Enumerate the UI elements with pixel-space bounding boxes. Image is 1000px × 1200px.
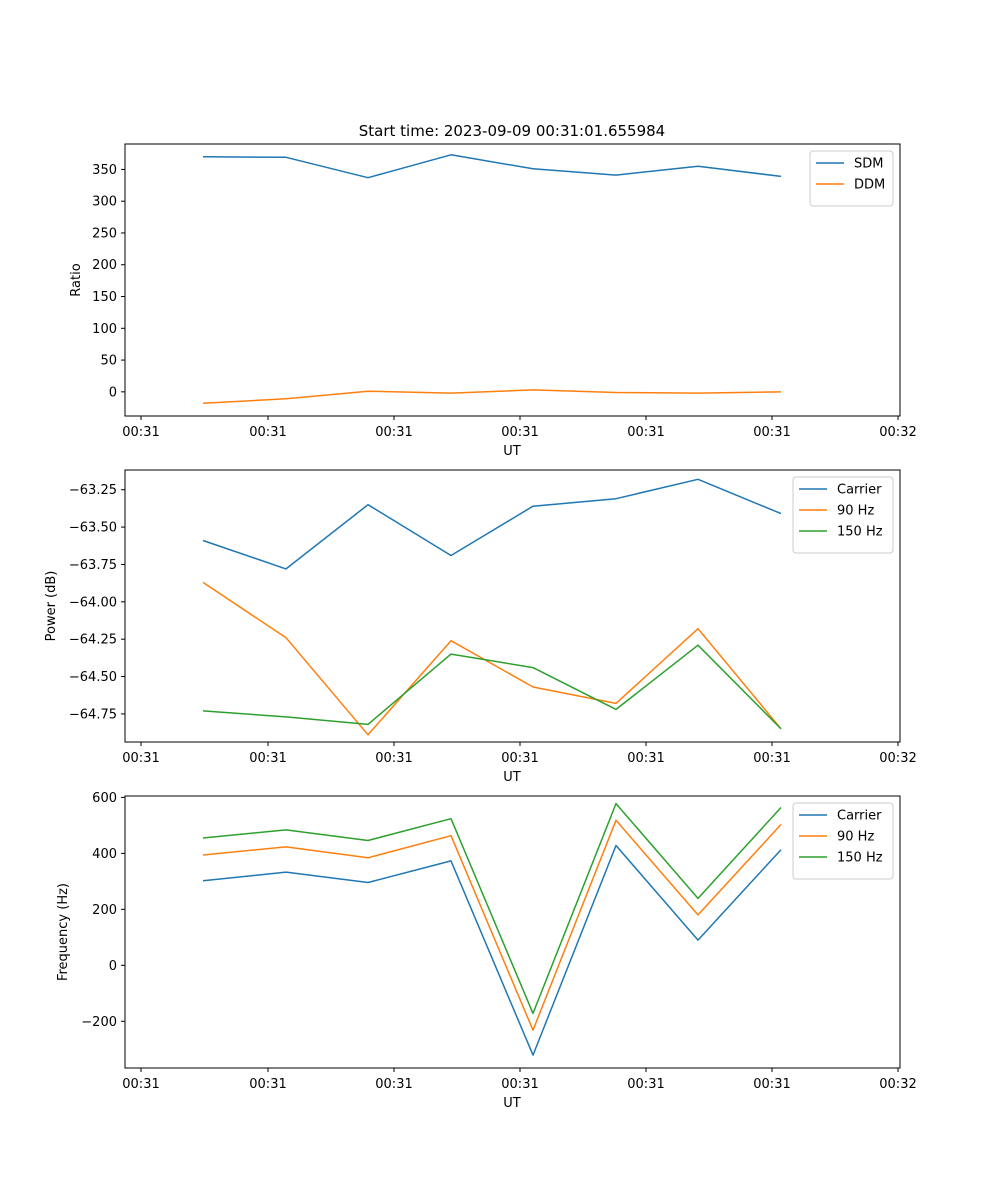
y-tick-label: 400 [92, 847, 117, 862]
y-tick-label: −63.25 [69, 483, 117, 498]
x-tick-label: 00:32 [879, 1077, 916, 1092]
x-tick-label: 00:31 [122, 1077, 159, 1092]
legend-box [792, 476, 894, 554]
y-tick-label: −63.75 [69, 558, 117, 573]
y-axis-label: Frequency (Hz) [56, 883, 71, 981]
legend-label: 90 Hz [837, 830, 874, 845]
x-tick-label: 00:31 [501, 425, 538, 440]
y-axis-label: Ratio [69, 263, 84, 296]
x-tick-label: 00:31 [249, 1077, 286, 1092]
legend-label: 150 Hz [837, 851, 883, 866]
x-tick-label: 00:31 [375, 425, 412, 440]
plot-frame [124, 143, 901, 417]
legend-box [809, 150, 894, 207]
y-tick-label: 0 [109, 385, 117, 400]
series-line-90-hz [202, 581, 782, 736]
y-tick-label: −200 [81, 1015, 117, 1030]
y-axis-label: Power (dB) [44, 571, 59, 642]
y-tick-label: −64.75 [69, 707, 117, 722]
y-tick-label: 200 [92, 903, 117, 918]
series-line-sdm [202, 154, 782, 179]
y-tick-label: 300 [92, 195, 117, 210]
x-tick-label: 00:31 [627, 1077, 664, 1092]
x-tick-label: 00:31 [753, 425, 790, 440]
x-axis-label: UT [503, 444, 521, 459]
x-tick-label: 00:31 [627, 751, 664, 766]
y-tick-label: −63.50 [69, 521, 117, 536]
x-tick-label: 00:31 [375, 751, 412, 766]
legend-label: DDM [854, 178, 885, 193]
x-tick-label: 00:31 [501, 751, 538, 766]
x-tick-label: 00:31 [249, 751, 286, 766]
legend-label: 90 Hz [837, 504, 874, 519]
x-axis-label: UT [503, 770, 521, 785]
x-tick-label: 00:31 [753, 1077, 790, 1092]
chart-panel-3: 00:31 00:31 00:31 00:31 00:31 00:31 00:32 −200 0… [56, 791, 917, 1111]
series-line-carrier [202, 844, 782, 1056]
x-axis-label: UT [503, 1096, 521, 1111]
y-tick-label: 200 [92, 258, 117, 273]
plot-frame [124, 469, 901, 743]
chart-panel-1: 00:31 00:31 00:31 00:31 00:31 00:31 00:32 0 50 10… [69, 143, 917, 459]
y-tick-label: 350 [92, 163, 117, 178]
chart-panel-2: 00:31 00:31 00:31 00:31 00:31 00:31 00:32 −64.7… [44, 469, 917, 785]
legend-label: Carrier [837, 809, 882, 824]
y-tick-label: 150 [92, 290, 117, 305]
x-tick-label: 00:31 [122, 425, 159, 440]
x-tick-label: 00:31 [249, 425, 286, 440]
x-tick-label: 00:31 [627, 425, 664, 440]
series-line-ddm [202, 389, 782, 405]
x-tick-label: 00:31 [122, 751, 159, 766]
x-tick-label: 00:32 [879, 425, 916, 440]
y-tick-label: −64.00 [69, 595, 117, 610]
plot-frame [124, 795, 901, 1069]
series-line-150-hz [202, 802, 782, 1015]
series-line-carrier [202, 478, 782, 570]
y-tick-label: 0 [109, 959, 117, 974]
series-line-90-hz [202, 819, 782, 1031]
y-tick-label: −64.25 [69, 633, 117, 648]
y-tick-label: 50 [100, 354, 117, 369]
y-tick-label: 250 [92, 226, 117, 241]
x-tick-label: 00:31 [753, 751, 790, 766]
y-tick-label: 600 [92, 791, 117, 806]
chart-panels: 00:31 00:31 00:31 00:31 00:31 00:31 00:32 0 50 10… [44, 143, 917, 1111]
legend-box [792, 802, 894, 880]
series-line-150-hz [202, 644, 782, 730]
legend-label: SDM [854, 157, 883, 172]
legend-label: Carrier [837, 483, 882, 498]
x-tick-label: 00:31 [501, 1077, 538, 1092]
x-tick-label: 00:32 [879, 751, 916, 766]
y-tick-label: 100 [92, 322, 117, 337]
x-tick-label: 00:31 [375, 1077, 412, 1092]
y-tick-label: −64.50 [69, 670, 117, 685]
figure-title: Start time: 2023-09-09 00:31:01.655984 [359, 122, 665, 140]
legend-label: 150 Hz [837, 525, 883, 540]
